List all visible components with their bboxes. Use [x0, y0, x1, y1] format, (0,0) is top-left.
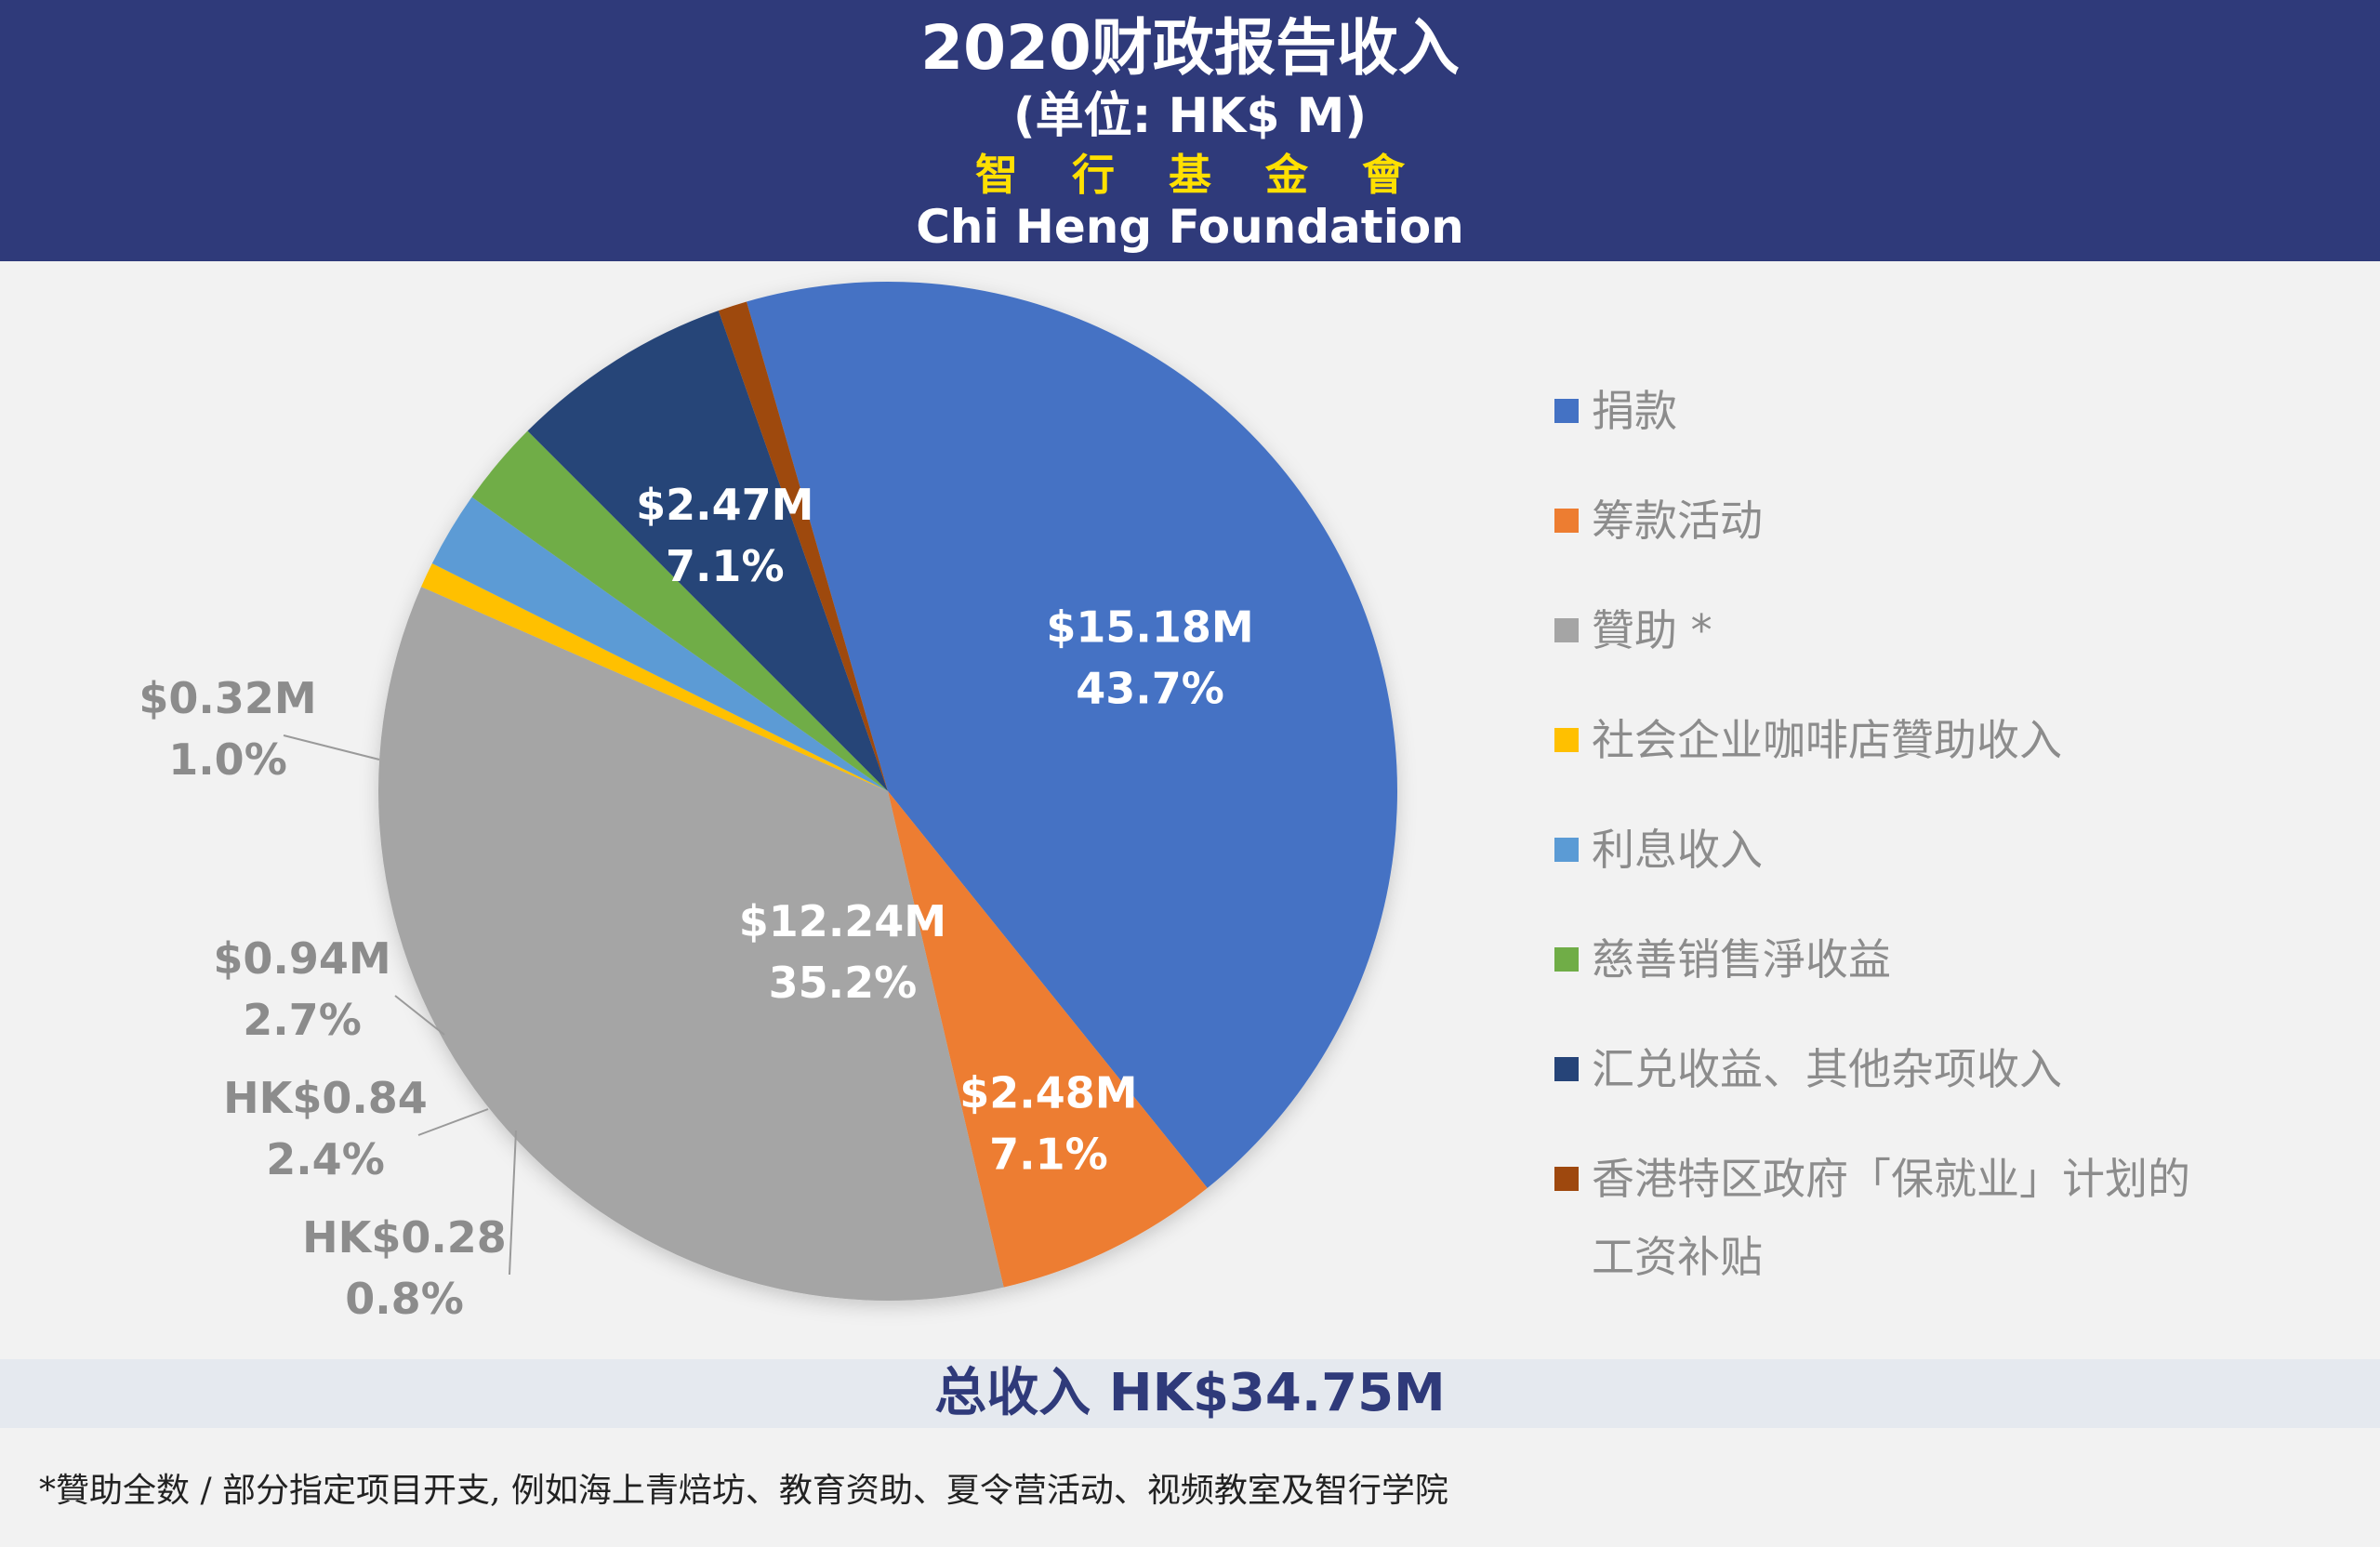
leader-line: [394, 995, 445, 1036]
header-banner: 2020财政报告收入 (单位: HK$ M) 智行基金會 Chi Heng Fo…: [0, 0, 2380, 261]
slice-value-label: $0.94M: [213, 933, 390, 984]
legend-item-fundraising: 筹款活动: [1554, 482, 1763, 560]
slice-value-label: HK$0.84: [223, 1073, 428, 1123]
chart-subtitle: (单位: HK$ M): [1012, 88, 1368, 144]
legend-label: 社会企业咖啡店贊助收入: [1592, 715, 2062, 765]
legend-label: 贊助 *: [1592, 605, 1712, 655]
legend-label: 慈善销售淨收益: [1592, 934, 1891, 985]
legend-swatch: [1554, 617, 1579, 642]
legend-item-charity-sales: 慈善销售淨收益: [1554, 920, 1891, 998]
slice-percent-label: 43.7%: [1076, 663, 1224, 713]
leader-line: [283, 734, 380, 760]
legend-swatch: [1554, 508, 1579, 533]
legend-item-interest: 利息收入: [1554, 811, 1763, 889]
pie-slice: [527, 311, 888, 791]
pie-slice: [421, 563, 888, 791]
legend-swatch: [1554, 727, 1579, 752]
total-bar: 总收入 HK$34.75M: [0, 1359, 2380, 1428]
legend-label: 工资补贴: [1592, 1232, 1763, 1282]
slice-percent-label: 7.1%: [989, 1130, 1108, 1180]
legend-item-sponsorship: 贊助 *: [1554, 591, 1712, 669]
org-name-chinese: 智行基金會: [975, 150, 1459, 200]
slice-percent-label: 1.0%: [168, 734, 287, 785]
slice-value-label: $2.47M: [636, 480, 813, 530]
legend-label: 利息收入: [1592, 825, 1763, 875]
legend-item-cafe-sponsorship: 社会企业咖啡店贊助收入: [1554, 701, 2062, 779]
leader-line: [509, 1130, 517, 1276]
legend-label: 筹款活动: [1592, 496, 1763, 546]
legend-swatch: [1554, 837, 1579, 862]
total-income: 总收入 HK$34.75M: [934, 1363, 1446, 1423]
chart-title: 2020财政报告收入: [920, 12, 1460, 84]
pie-slice: [431, 496, 888, 791]
legend-label: 汇兑收益、其他杂项收入: [1592, 1044, 2062, 1094]
pie-slice: [377, 587, 1004, 1302]
legend-item-employment-support-line2: 工资补贴: [1592, 1218, 1763, 1296]
legend-swatch: [1554, 1166, 1579, 1191]
slice-value-label: $12.24M: [739, 896, 946, 946]
slice-value-label: $2.48M: [959, 1068, 1137, 1118]
legend-label: 香港特区政府「保就业」计划的: [1592, 1154, 2190, 1204]
slice-percent-label: 35.2%: [769, 958, 918, 1008]
slice-percent-label: 0.8%: [345, 1274, 464, 1324]
footnote: *贊助全数 / 部分指定项目开支, 例如海上青焙坊、教育资助、夏令营活动、视频教…: [39, 1472, 1448, 1510]
pie-slice: [888, 791, 1208, 1288]
pie-slice: [471, 430, 888, 791]
slice-value-label: HK$0.28: [302, 1212, 507, 1263]
legend-swatch: [1554, 398, 1579, 423]
org-name-english: Chi Heng Foundation: [916, 200, 1464, 254]
leader-line: [417, 1108, 489, 1136]
slice-value-label: $15.18M: [1046, 602, 1253, 652]
slice-value-label: $0.32M: [139, 673, 316, 723]
legend-item-donations: 捐款: [1554, 372, 1677, 450]
legend-label: 捐款: [1592, 386, 1677, 436]
pie-chart: $15.18M 43.7% $2.48M 7.1% $12.24M 35.2% HK$0.2…: [139, 281, 1397, 1324]
pie-slice: [718, 301, 888, 791]
slice-percent-label: 2.4%: [266, 1134, 385, 1184]
pie-slice: [747, 281, 1397, 1188]
legend-item-employment-support: 香港特区政府「保就业」计划的: [1554, 1140, 2190, 1218]
legend-swatch: [1554, 946, 1579, 972]
legend-swatch: [1554, 1056, 1579, 1081]
slice-percent-label: 7.1%: [666, 541, 785, 591]
legend-item-exchange-misc: 汇兑收益、其他杂项收入: [1554, 1030, 2062, 1108]
slice-percent-label: 2.7%: [243, 995, 362, 1045]
